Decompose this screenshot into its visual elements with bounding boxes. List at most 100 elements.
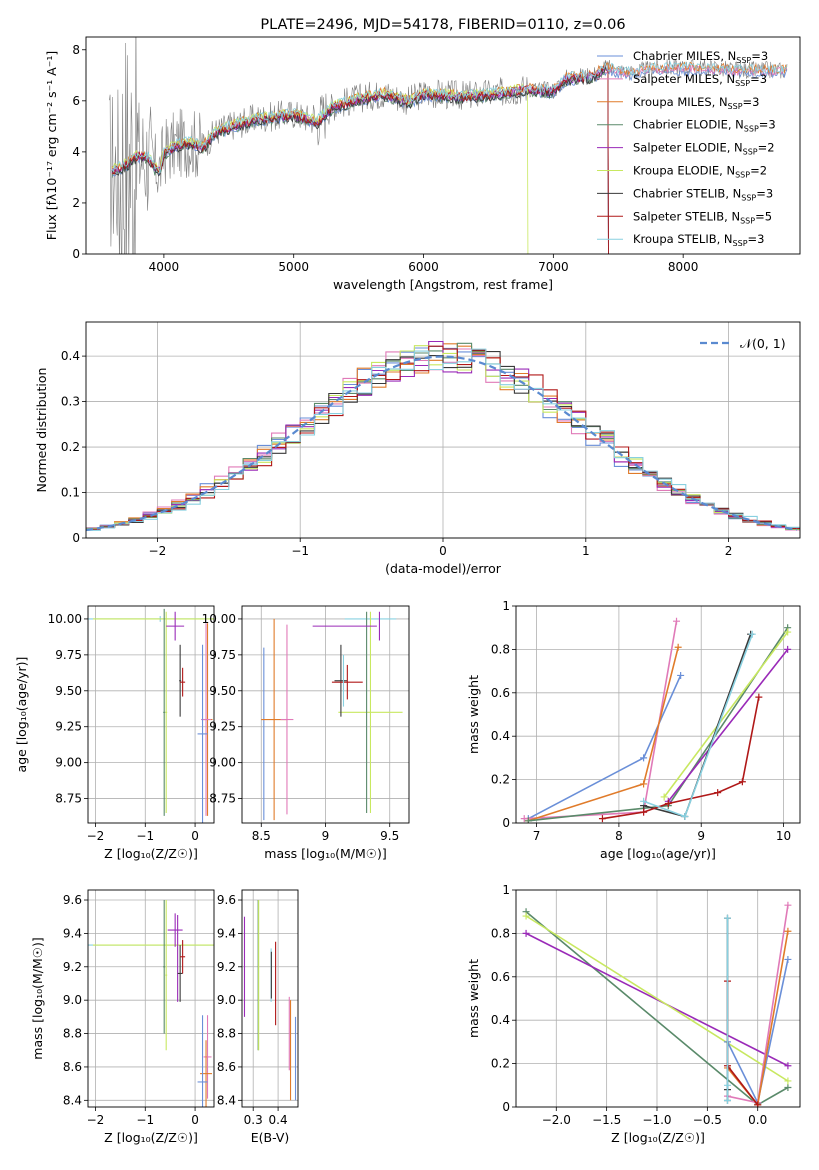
y-tick-label: 1 (502, 883, 510, 897)
y-tick-label: 9.0 (63, 993, 82, 1007)
plus-marker (674, 643, 682, 651)
legend-suffix: =3 (759, 118, 776, 132)
y-tick-label: 8.8 (217, 1027, 236, 1041)
legend-label: Chabrier MILES, N (633, 49, 736, 63)
x-tick-label: 8 (615, 829, 623, 843)
legend-label: Salpeter MILES, N (633, 72, 735, 86)
axes-frame (85, 321, 801, 539)
y-tick-label: 9.25 (209, 720, 236, 734)
weight_vs_age-chart: 7 8 9 10 0 0.2 0.4 0.6 0.8 1 age [log₁₀(age/yr)] ma… (466, 599, 801, 861)
legend-entry: Chabrier ELODIE, NSSP=3 (633, 118, 776, 134)
series-line (663, 631, 789, 798)
axes-frame (241, 605, 410, 824)
x-tick-label: 4000 (149, 260, 180, 274)
legend-entry: Kroupa ELODIE, NSSP=2 (633, 164, 767, 180)
y-tick-label: 10.00 (202, 612, 236, 626)
x-axis-label: Z [log₁₀(Z/Z☉)] (104, 1130, 198, 1145)
y-tick-label: 8 (72, 43, 80, 57)
y-tick-label: 0.2 (491, 1057, 510, 1071)
legend-suffix: =2 (750, 164, 767, 178)
plus-marker (784, 1062, 792, 1070)
error-bar-point (200, 1040, 213, 1107)
plus-marker (522, 912, 530, 920)
series-line (525, 932, 789, 1067)
plus-marker (598, 815, 606, 823)
y-tick-label: 8.4 (217, 1093, 236, 1107)
mass_vs_EBV-plot-area (243, 900, 297, 1101)
legend-suffix: =3 (743, 95, 760, 109)
x-tick-label: 8000 (668, 260, 699, 274)
y-tick-label: 4 (72, 145, 80, 159)
y-tick-label: 9.75 (209, 648, 236, 662)
legend-suffix: =2 (758, 141, 775, 155)
legend-sub: SSP (728, 102, 743, 111)
y-tick-label: 1 (502, 599, 510, 613)
age_vs_Z-chart: −2 −1 0 8.75 9.00 9.25 9.50 9.75 10.00 Z [log₁₀(Z… (14, 605, 215, 861)
legend-sub: SSP (736, 56, 751, 65)
legend-suffix: =3 (751, 49, 768, 63)
x-tick-label: 0.4 (269, 1113, 288, 1127)
axes-frame (85, 36, 801, 255)
x-tick-label: 9.5 (380, 829, 399, 843)
weight_vs_age-plot-area (520, 617, 792, 823)
axes-frame (87, 605, 215, 824)
legend-suffix: =3 (748, 232, 765, 246)
model-spectrum-line (111, 64, 609, 254)
error-bar-point (166, 611, 185, 641)
y-tick-label: 0.2 (491, 773, 510, 787)
plus-marker (714, 789, 722, 797)
y-tick-label: 6 (72, 94, 80, 108)
chart-title: PLATE=2496, MJD=54178, FIBERID=0110, z=0… (260, 17, 625, 33)
x-tick-label: 5000 (278, 260, 309, 274)
legend-entry: Chabrier STELIB, NSSP=3 (633, 186, 773, 202)
y-axis-label: age [log₁₀(age/yr)] (14, 657, 29, 773)
histogram-step (86, 348, 800, 531)
plus-marker (681, 812, 689, 820)
x-tick-label: −2 (87, 829, 105, 843)
series-line (528, 647, 679, 822)
mass_vs_EBV-chart: 0.3 0.4 8.4 8.6 8.8 9.0 9.2 9.4 9.6 E(B-V) (217, 889, 299, 1145)
plus-marker (640, 797, 648, 805)
legend-sub: SSP (735, 171, 750, 180)
mass_vs_Z-plot-area (88, 900, 214, 1107)
x-tick-label: −1 (136, 1113, 154, 1127)
y-tick-label: 8.4 (63, 1093, 82, 1107)
legend-entry: 𝒩(0, 1) (740, 336, 786, 351)
plus-marker (755, 693, 763, 701)
legend-entry: Kroupa MILES, NSSP=3 (633, 95, 759, 111)
legend-sub: SSP (744, 125, 759, 134)
legend-suffix: =3 (756, 186, 773, 200)
series-line (667, 648, 789, 802)
plus-marker (784, 927, 792, 935)
axes-frame (515, 889, 801, 1108)
residuals-plot-area (86, 340, 800, 532)
y-tick-label: 0 (502, 1100, 510, 1114)
y-axis-label: mass weight (466, 675, 481, 754)
x-tick-label: 10 (776, 829, 791, 843)
x-axis-label: wavelength [Angstrom, rest frame] (333, 277, 553, 292)
series-line (643, 633, 752, 818)
error-bar-point (165, 900, 168, 1051)
plus-marker (640, 808, 648, 816)
plus-marker (640, 754, 648, 762)
plus-marker (664, 799, 672, 807)
y-tick-label: 0 (72, 531, 80, 545)
error-bar-point (180, 940, 186, 974)
axes-frame (87, 889, 215, 1108)
y-tick-label: 0.1 (61, 486, 80, 500)
legend-sub: SSP (740, 216, 755, 225)
x-tick-label: −1.5 (592, 1113, 621, 1127)
plus-marker (784, 1077, 792, 1085)
error-bar-point (334, 644, 348, 717)
x-tick-label: 7 (533, 829, 541, 843)
age_vs_mass-plot-area (261, 611, 403, 821)
x-tick-label: 0.3 (244, 1113, 263, 1127)
y-tick-label: 10.00 (48, 612, 82, 626)
x-tick-label: 7000 (538, 260, 569, 274)
plus-marker (640, 780, 648, 788)
x-axis-label: age [log₁₀(age/yr)] (600, 846, 716, 861)
x-tick-label: −1 (136, 829, 154, 843)
legend-entry: Kroupa STELIB, NSSP=3 (633, 232, 764, 248)
x-tick-label: 0 (439, 544, 447, 558)
